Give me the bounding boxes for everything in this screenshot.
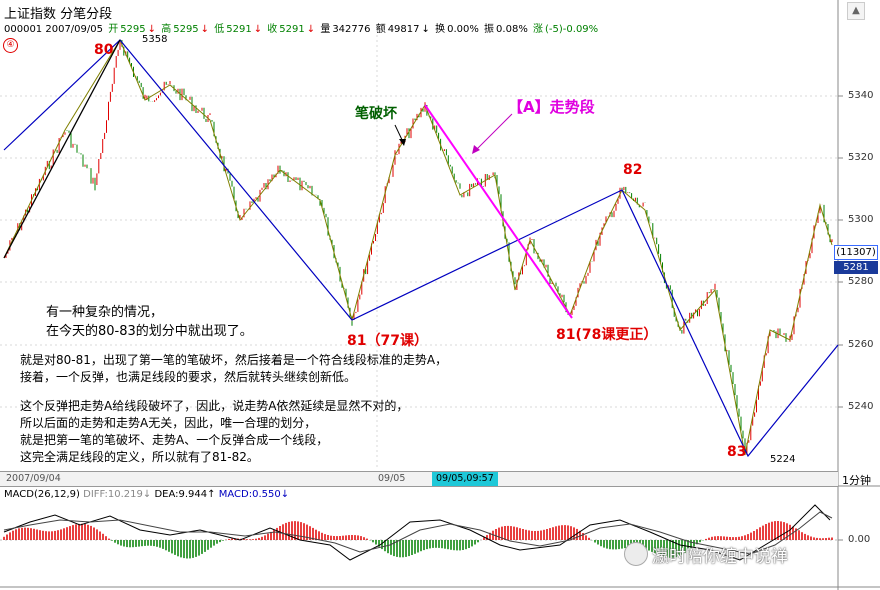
body-line-6: 这完全满足线段的定义，所以就有了81-82。 <box>20 450 259 464</box>
quote-bar: 000001 2007/09/05 开 5295 ↓ 高 5295 ↓ 低 5291 ↓ 收… <box>4 24 599 35</box>
bi-break-arrowhead <box>399 139 406 146</box>
quote-low: 5291 <box>226 24 252 35</box>
macd-diff-line <box>3 504 831 561</box>
pivot-81-label: 81（77课） <box>347 333 428 349</box>
quote-amplitude-label: 振 <box>484 24 495 35</box>
pivot-82-label: 82 <box>623 162 643 178</box>
macd-macd-label: MACD: <box>218 489 253 500</box>
body-line-3: 这个反弹把走势A给线段破坏了，因此，说走势A依然延续是显然不对的， <box>20 399 409 413</box>
macd-macd-value: 0.550↓ <box>252 489 290 500</box>
y-tick: 5240 <box>848 401 874 412</box>
body-line-1: 就是对80-81，出现了第一笔的笔破坏，然后接着是一个符合线段标准的走势A， <box>20 353 448 367</box>
time-cursor-label: 09/05,09:57 <box>432 472 498 486</box>
quote-volume: 342776 <box>332 24 371 35</box>
price-tick-marks <box>838 95 843 408</box>
intro-line-1: 有一种复杂的情况， <box>46 305 164 320</box>
macd-zero-tick: 0.00 <box>848 534 871 545</box>
macd-histogram <box>3 521 833 559</box>
quote-turnover-label: 换 <box>435 24 446 35</box>
trend-a-line <box>424 104 573 319</box>
pivot-81b-label: 81(78课更正） <box>556 327 658 343</box>
macd-header: MACD(26,12,9) DIFF:10.219↓ DEA:9.944↑ MA… <box>4 489 289 500</box>
macd-title: MACD(26,12,9) <box>4 489 80 500</box>
quote-open-label: 开 <box>108 24 119 35</box>
body-line-4: 所以后面的走势和走势A无关，因此，唯一合理的划分， <box>20 416 317 430</box>
intro-text: 有一种复杂的情况， 在今天的80-83的划分中就出现了。 <box>46 303 253 341</box>
quote-low-label: 低 <box>214 24 225 35</box>
y-tick: 5320 <box>848 152 874 163</box>
body-text-1: 就是对80-81，出现了第一笔的笔破坏，然后接着是一个符合线段标准的走势A， 接… <box>20 352 447 386</box>
quote-close: 5291 <box>279 24 305 35</box>
quote-amount: 49817 <box>387 24 420 35</box>
body-line-5: 就是把第一笔的笔破坏、走势A、一个反弹合成一个线段， <box>20 433 329 447</box>
price-bars <box>5 40 833 455</box>
macd-diff-label: DIFF: <box>83 489 108 500</box>
scroll-up-icon[interactable]: ▲ <box>847 2 865 20</box>
y-tick: 5280 <box>848 276 874 287</box>
price-box-last: 5281 <box>834 261 878 274</box>
quote-amplitude: 0.08% <box>496 24 528 35</box>
quote-code-date: 000001 2007/09/05 <box>4 24 103 35</box>
quote-change: (-5)-0.09% <box>545 24 599 35</box>
macd-dea-line <box>3 511 833 555</box>
quote-high-label: 高 <box>161 24 172 35</box>
time-axis-left-date: 2007/09/04 <box>6 473 61 484</box>
trend-a-arrow <box>473 113 513 153</box>
time-axis[interactable]: 2007/09/04 09/05 09/05,09:57 <box>0 471 838 487</box>
trend-a-label: 【A】走势段 <box>508 98 595 116</box>
body-line-2: 接着，一个反弹，也满足线段的要求，然后就转头继续创新低。 <box>20 370 357 384</box>
price-gridlines <box>0 30 838 470</box>
price-box-volume: (11307) <box>834 245 878 260</box>
time-axis-mid-date: 09/05 <box>378 473 406 484</box>
wechat-logo-icon <box>624 542 648 566</box>
quote-turnover: 0.00% <box>447 24 479 35</box>
price-box: (11307) 5281 <box>834 245 878 274</box>
bi-break-label: 笔破坏 <box>355 106 397 122</box>
watermark-text: 瀛时陪你缠中说禅 <box>652 547 788 567</box>
early-segment-line <box>3 39 121 259</box>
y-tick: 5300 <box>848 214 874 225</box>
pivot-80-value: 5358 <box>142 34 168 45</box>
quote-volume-label: 量 <box>320 24 331 35</box>
bi-stroke-line <box>3 38 833 456</box>
quote-amount-label: 额 <box>375 24 386 35</box>
pivot-83-label: 83 <box>727 444 747 460</box>
quote-high: 5295 <box>173 24 199 35</box>
pivot-80-label: 80 <box>94 42 114 58</box>
macd-diff-value: 10.219↓ <box>107 489 152 500</box>
quote-open: 5295 <box>120 24 146 35</box>
macd-dea-value: 9.944↑ <box>178 489 216 500</box>
y-tick: 5260 <box>848 339 874 350</box>
intro-line-2: 在今天的80-83的划分中就出现了。 <box>46 324 253 339</box>
quote-close-label: 收 <box>267 24 278 35</box>
y-tick: 5340 <box>848 90 874 101</box>
segment-line <box>3 39 839 458</box>
body-text-2: 这个反弹把走势A给线段破坏了，因此，说走势A依然延续是显然不对的， 所以后面的走… <box>20 398 408 466</box>
period-selector[interactable]: 1分钟 <box>842 474 871 487</box>
panel-marker: ④ <box>3 38 18 53</box>
window-title: 上证指数 分笔分段 <box>4 7 113 22</box>
macd-dea-label: DEA: <box>154 489 179 500</box>
quote-change-label: 涨 <box>533 24 544 35</box>
pivot-83-value: 5224 <box>770 454 796 465</box>
trend-a-arrowhead <box>472 145 480 154</box>
